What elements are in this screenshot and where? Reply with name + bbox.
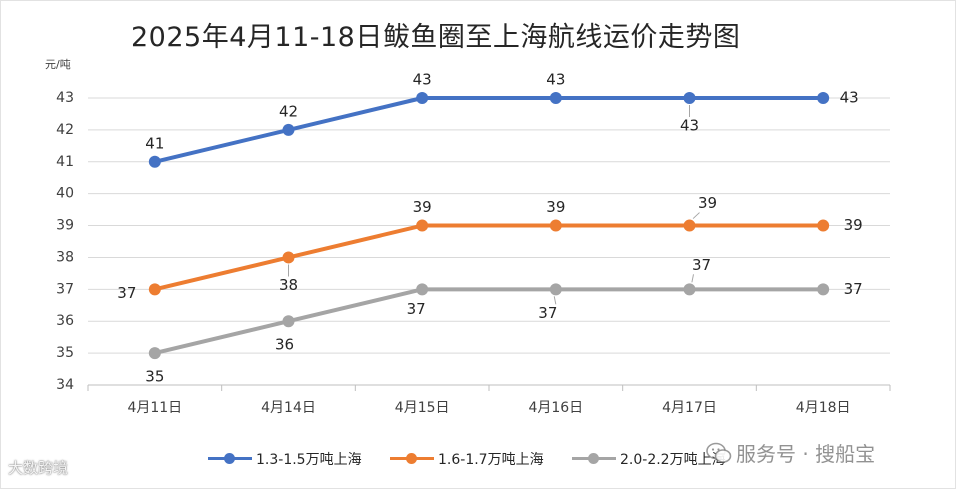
data-label-s2-0: 37	[117, 284, 136, 302]
leader-line-s2-4	[692, 212, 700, 219]
data-point-s3-3	[549, 283, 562, 296]
x-tick-label-3: 4月16日	[528, 400, 583, 416]
leader-line-s3-4	[691, 274, 694, 283]
y-tick-label-39: 39	[56, 218, 74, 234]
series-line-1	[152, 96, 826, 164]
legend-marker-series-1	[208, 449, 252, 469]
data-point-s1-0	[148, 155, 161, 168]
series-line-3	[152, 287, 826, 356]
legend-item-series-1: 1.3-1.5万吨上海	[208, 449, 362, 469]
data-label-s3-0: 35	[145, 368, 164, 386]
legend-label-series-3: 2.0-2.2万吨上海	[620, 452, 726, 468]
data-point-s3-1	[282, 315, 295, 328]
data-point-s1-5	[817, 92, 830, 104]
data-label-s1-4: 43	[680, 117, 699, 135]
x-tick-label-0: 4月11日	[127, 400, 182, 416]
data-label-s2-5: 39	[844, 216, 863, 234]
legend-item-series-3: 2.0-2.2万吨上海	[572, 449, 726, 469]
legend-marker-series-2	[390, 449, 434, 469]
x-tick-label-4: 4月17日	[662, 400, 717, 416]
y-tick-label-41: 41	[56, 154, 74, 170]
x-tick-label-2: 4月15日	[395, 400, 450, 416]
data-label-s2-2: 39	[413, 198, 432, 216]
data-label-s2-4: 39	[698, 194, 717, 212]
chart-title: 2025年4月11-18日鲅鱼圈至上海航线运价走势图	[131, 22, 741, 53]
legend-item-series-2: 1.6-1.7万吨上海	[390, 449, 544, 469]
y-tick-label-35: 35	[56, 345, 74, 361]
data-point-s3-0	[148, 347, 161, 360]
data-label-s3-5: 37	[844, 280, 863, 298]
data-point-s1-4	[683, 92, 696, 104]
data-point-s1-2	[416, 92, 429, 104]
data-label-s2-3: 39	[546, 198, 565, 216]
data-label-s3-3: 37	[538, 304, 557, 322]
data-point-s2-2	[416, 219, 429, 232]
wechat-icon	[706, 442, 732, 463]
data-label-s1-3: 43	[546, 71, 565, 89]
y-tick-label-37: 37	[56, 281, 74, 297]
legend-label-series-1: 1.3-1.5万吨上海	[256, 452, 362, 468]
data-point-s2-1	[282, 251, 295, 264]
leader-line-s3-3	[553, 296, 557, 305]
watermark-right-text: 服务号 · 搜船宝	[736, 442, 876, 466]
legend-label-series-2: 1.6-1.7万吨上海	[438, 452, 544, 468]
y-axis-unit: 元/吨	[45, 58, 71, 71]
data-point-s2-3	[549, 219, 562, 232]
x-tick-label-1: 4月14日	[261, 400, 316, 416]
series-line-2	[152, 223, 826, 292]
y-tick-label-43: 43	[56, 90, 74, 106]
y-tick-label-40: 40	[56, 186, 74, 202]
y-tick-label-34: 34	[56, 377, 74, 393]
y-tick-label-38: 38	[56, 249, 74, 265]
x-tick-label-5: 4月18日	[796, 400, 851, 416]
y-tick-label-36: 36	[56, 313, 74, 329]
data-label-s1-1: 42	[279, 102, 298, 120]
data-point-s3-4	[683, 283, 696, 296]
watermark-brand: 大数跨境	[8, 459, 69, 477]
y-tick-label-42: 42	[56, 122, 74, 138]
watermark-service-account: 服务号 · 搜船宝	[706, 438, 875, 467]
data-point-s2-5	[817, 219, 830, 232]
data-label-s1-2: 43	[413, 71, 432, 89]
data-label-s3-4: 37	[692, 256, 711, 274]
data-label-s1-0: 41	[145, 134, 164, 152]
data-point-s1-1	[282, 123, 295, 136]
data-label-s3-2: 37	[407, 300, 426, 318]
legend-marker-series-3	[572, 449, 616, 469]
data-point-s1-3	[549, 92, 562, 104]
data-label-s1-5: 43	[840, 89, 859, 107]
data-point-s2-4	[683, 219, 696, 232]
data-point-s2-0	[148, 283, 161, 296]
data-label-s2-1: 38	[279, 276, 298, 294]
data-point-s3-2	[416, 283, 429, 296]
data-label-s3-1: 36	[275, 336, 294, 354]
data-point-s3-5	[817, 283, 830, 296]
